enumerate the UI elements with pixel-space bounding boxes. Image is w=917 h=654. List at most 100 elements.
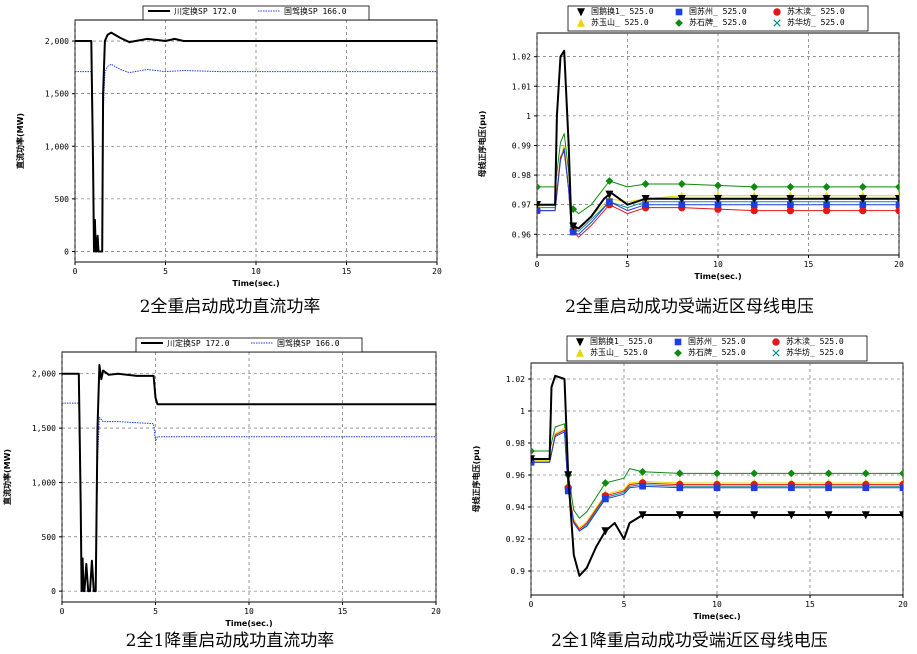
data-point-marker	[605, 177, 614, 185]
legend: 国鹅换1_ 525.0 国苏州_ 525.0 苏木渎_ 525.0 苏玉山_ 525.…	[567, 5, 869, 32]
data-point-marker	[641, 180, 650, 188]
data-point-marker	[750, 183, 759, 191]
data-point-marker	[713, 484, 721, 492]
data-point-marker	[677, 195, 686, 204]
data-point-marker	[895, 201, 899, 208]
data-point-marker	[822, 195, 831, 204]
x-tick-label: 10	[244, 607, 254, 616]
x-tick-label: 15	[342, 267, 352, 276]
legend-marker	[575, 348, 585, 357]
data-point-marker	[675, 469, 684, 478]
chart-caption: 2全重启动成功受端近区母线电压	[565, 297, 814, 317]
y-tick-label: 2,000	[32, 370, 56, 379]
data-point-marker	[602, 495, 609, 503]
series-line	[531, 428, 903, 529]
plot-area	[61, 351, 437, 603]
data-point-marker	[537, 207, 541, 214]
x-tick-label: 10	[251, 267, 261, 276]
data-point-marker	[750, 511, 759, 520]
legend-label: 国鹅换1_ 525.0	[590, 336, 653, 346]
legend-label: 苏石牌_ 525.0	[689, 17, 747, 27]
chart-caption: 2全1降重启动成功直流功率	[125, 631, 335, 651]
legend-label: 川定换SP 172.0	[174, 6, 237, 16]
y-tick-label: 0.98	[506, 439, 525, 448]
data-point-marker	[822, 206, 831, 215]
y-tick-label: 1,000	[32, 478, 56, 487]
x-tick-label: 0	[535, 260, 540, 269]
y-tick-label: 0.9	[511, 567, 526, 576]
y-tick-label: 0.94	[506, 503, 525, 512]
y-tick-label: 0	[64, 247, 69, 256]
data-point-marker	[861, 469, 870, 478]
data-point-marker	[899, 469, 903, 478]
y-tick-label: 1	[526, 112, 531, 121]
chart-bus-voltage-1: 0 5 10 15 20 0.96 0.97 0.98 0.99 1 1.01 1.02 Time(se…	[462, 0, 917, 290]
y-tick-label: 0.92	[506, 535, 525, 544]
x-tick-label: 15	[338, 607, 348, 616]
data-point-marker	[537, 200, 542, 209]
data-point-marker	[638, 467, 647, 476]
series-line	[62, 364, 436, 593]
legend-label: 苏华坊_ 525.0	[786, 347, 844, 357]
x-tick-label: 5	[153, 607, 158, 616]
y-axis-label: 直流功率(MW)	[15, 113, 25, 169]
legend-label: 国苏州_ 525.0	[688, 336, 746, 346]
data-point-marker	[531, 455, 536, 464]
chart-caption: 2全重启动成功直流功率	[139, 297, 321, 317]
y-tick-label: 1.02	[506, 375, 525, 384]
legend-marker	[772, 349, 780, 357]
data-point-marker	[824, 469, 833, 478]
legend-marker	[576, 8, 586, 17]
data-point-marker	[713, 195, 723, 204]
data-point-marker	[569, 222, 578, 231]
data-point-marker	[786, 195, 795, 204]
y-tick-label: 500	[55, 195, 70, 204]
y-tick-label: 1.01	[512, 82, 531, 91]
data-point-marker	[606, 198, 613, 206]
legend-label: 国苏州_ 525.0	[689, 6, 747, 16]
x-tick-label: 20	[894, 260, 904, 269]
legend-marker	[772, 338, 780, 346]
legend-marker	[773, 8, 781, 16]
series-group	[531, 374, 903, 577]
y-tick-label: 1,500	[32, 424, 56, 433]
legend-label: 苏华坊_ 525.0	[787, 17, 845, 27]
legend: 川定换SP 172.0 国驾换SP 166.0	[142, 5, 370, 21]
x-tick-label: 5	[625, 260, 630, 269]
x-tick-label: 0	[73, 267, 78, 276]
data-point-marker	[677, 180, 686, 188]
legend-box	[135, 337, 363, 353]
chart-svg: 0 5 10 15 20 0 500 1,000 1,500 2,000 Time(sec.) 直流功…	[15, 5, 442, 288]
x-tick-label: 20	[898, 600, 908, 609]
legend-label: 苏木渎_ 525.0	[786, 336, 844, 346]
chart-caption: 2全1降重启动成功受端近区母线电压	[551, 631, 828, 651]
y-tick-label: 0	[51, 587, 56, 596]
data-point-marker	[675, 511, 684, 520]
y-tick-label: 0.97	[512, 201, 531, 210]
series-line	[531, 374, 903, 577]
x-tick-label: 0	[529, 600, 534, 609]
data-point-marker	[899, 484, 903, 492]
data-point-marker	[605, 190, 614, 199]
data-point-marker	[858, 195, 867, 204]
legend-box	[142, 5, 370, 21]
data-point-marker	[531, 447, 535, 455]
legend-marker	[675, 8, 683, 16]
y-axis-label: 母线正序电压(pu)	[471, 446, 481, 513]
x-tick-label: 20	[432, 267, 442, 276]
legend-box	[566, 335, 868, 362]
x-tick-label: 0	[60, 607, 65, 616]
legend-marker	[773, 19, 781, 27]
data-point-marker	[858, 183, 867, 191]
legend-label: 苏玉山_ 525.0	[591, 17, 649, 27]
chart-dc-power-2: 0 5 10 15 20 0 500 1,000 1,500 2,000 Time(sec.) 直流功…	[0, 330, 460, 628]
x-tick-label: 15	[804, 260, 814, 269]
data-point-marker	[786, 183, 795, 191]
data-point-marker	[531, 458, 535, 466]
x-tick-label: 20	[431, 607, 441, 616]
chart-svg: 0 5 10 15 20 0.96 0.97 0.98 0.99 1 1.01 1.02 Time(se…	[477, 5, 904, 281]
data-point-marker	[898, 511, 903, 520]
data-point-marker	[862, 484, 870, 492]
y-axis-label: 直流功率(MW)	[2, 449, 12, 505]
x-tick-label: 15	[805, 600, 815, 609]
